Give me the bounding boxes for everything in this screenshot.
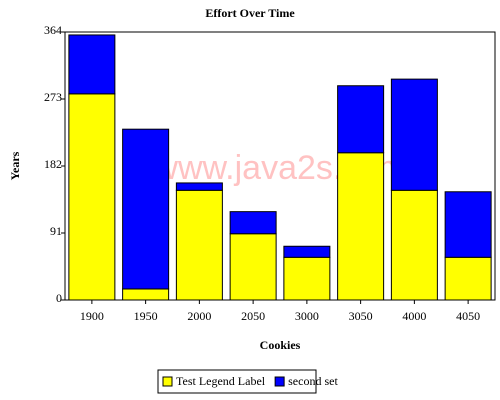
legend-swatch: [274, 376, 285, 387]
bar-segment: [122, 128, 170, 290]
legend-label: second set: [288, 374, 338, 388]
bar-segment: [390, 78, 438, 191]
y-axis-label: Years: [8, 151, 22, 180]
bar-segment: [337, 152, 385, 301]
y-tick-label: 0: [56, 291, 62, 305]
x-tick-label: 2050: [241, 309, 265, 323]
y-tick-label: 364: [44, 23, 62, 37]
legend-label: Test Legend Label: [176, 374, 266, 388]
bar-segment: [390, 189, 438, 301]
x-tick-label: 2000: [187, 309, 211, 323]
y-tick-label: 91: [50, 224, 62, 238]
chart-title: Effort Over Time: [205, 6, 295, 20]
bar-segment: [444, 191, 492, 258]
bar-segment: [229, 211, 277, 235]
bar-segment: [175, 189, 223, 301]
y-tick-label: 182: [44, 157, 62, 171]
bar-segment: [68, 93, 116, 301]
x-axis-label: Cookies: [260, 338, 301, 352]
bar-segment: [175, 182, 223, 191]
bar-segment: [444, 256, 492, 301]
x-tick-label: 4050: [456, 309, 480, 323]
x-tick-label: 3050: [349, 309, 373, 323]
bar-segment: [337, 85, 385, 154]
bar-segment: [122, 288, 170, 301]
legend-box: [157, 369, 317, 394]
x-tick-label: 1950: [134, 309, 158, 323]
x-tick-label: 1900: [80, 309, 104, 323]
legend-swatch: [162, 376, 173, 387]
bar-segment: [283, 245, 331, 258]
y-tick-label: 273: [44, 90, 62, 104]
x-tick-label: 4000: [402, 309, 426, 323]
bar-segment: [283, 256, 331, 301]
x-tick-label: 3000: [295, 309, 319, 323]
bar-segment: [68, 34, 116, 95]
bar-segment: [229, 233, 277, 301]
